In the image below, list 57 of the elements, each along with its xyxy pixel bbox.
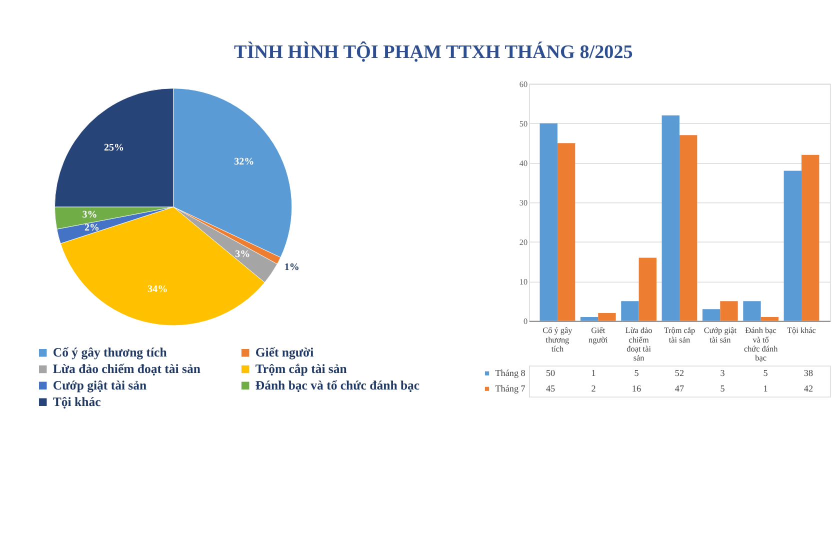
bar xyxy=(702,309,720,321)
data-label: 3% xyxy=(82,210,98,221)
data-label: 5 xyxy=(634,368,640,378)
legend-label: Cướp giật tài sản xyxy=(52,378,147,392)
y-tick-label: 20 xyxy=(519,238,528,248)
data-label: 2 xyxy=(591,384,596,394)
bar xyxy=(743,301,761,321)
x-tick-label: Giết người xyxy=(588,326,608,344)
x-tick-label: Đánh bạc và tổ chức đánh bạc xyxy=(744,326,778,363)
data-label: 3% xyxy=(235,248,250,260)
bar xyxy=(760,316,779,321)
bar xyxy=(720,301,738,321)
y-tick-label: 50 xyxy=(519,120,528,129)
x-tick-label: Tội khác xyxy=(787,326,816,336)
legend-label: Trộm cắp tài sản xyxy=(255,362,347,376)
data-label: 5 xyxy=(763,368,768,378)
data-label: 3 xyxy=(720,368,726,378)
x-tick-label: Trộm cắp tài sản xyxy=(664,326,696,344)
y-tick-label: 40 xyxy=(519,159,528,168)
data-label: 50 xyxy=(546,368,556,378)
bar xyxy=(801,154,820,321)
y-tick-label: 60 xyxy=(519,80,528,89)
legend-label: Lừa đảo chiếm đoạt tài sản xyxy=(52,362,200,376)
data-label: 47 xyxy=(674,384,684,394)
x-tick-label: Lừa đảo chiếm đoạt tài sản xyxy=(625,326,652,363)
data-label: 52 xyxy=(674,368,684,378)
data-label: 45 xyxy=(546,384,556,394)
data-label: 32% xyxy=(234,156,254,168)
y-tick-label: 10 xyxy=(519,278,528,287)
data-label: 38 xyxy=(804,368,814,378)
bar xyxy=(784,170,802,321)
bar xyxy=(621,301,639,321)
x-tick-label: Cướp giật tài sản xyxy=(704,326,738,344)
data-label: 1 xyxy=(763,384,768,394)
legend-label: Tháng 7 xyxy=(495,384,526,394)
data-label: 2% xyxy=(84,222,100,234)
x-tick-label: Cố ý gây thương tích xyxy=(542,326,574,354)
data-label: 16 xyxy=(632,384,642,394)
data-label: 42 xyxy=(804,384,814,394)
data-label: 34% xyxy=(148,284,168,296)
legend-label: Tháng 8 xyxy=(495,368,526,378)
data-label: 25% xyxy=(104,142,124,154)
chart-title: TÌNH HÌNH TỘI PHẠM TTXH THÁNG 8/2025 xyxy=(234,40,633,63)
bar xyxy=(679,135,698,321)
bar xyxy=(540,123,558,321)
y-tick-label: 0 xyxy=(524,317,528,326)
bar xyxy=(662,115,680,321)
legend-label: Đánh bạc và tổ chức đánh bạc xyxy=(255,378,420,392)
data-label: 1 xyxy=(591,368,596,378)
data-label: 1% xyxy=(284,262,300,274)
bar xyxy=(580,316,598,321)
legend-label: Tội khác xyxy=(52,394,102,409)
bar xyxy=(598,313,616,321)
y-tick-label: 30 xyxy=(519,198,528,208)
bar xyxy=(557,143,576,321)
bar xyxy=(638,258,656,321)
data-label: 5 xyxy=(720,384,726,394)
